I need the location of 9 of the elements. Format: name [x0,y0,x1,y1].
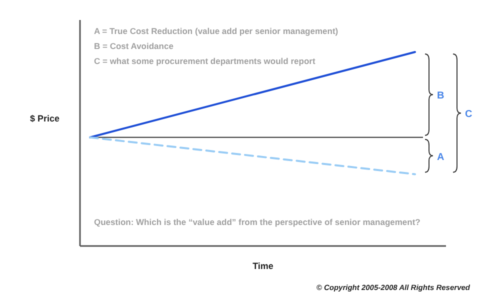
x-axis-title: Time [252,261,274,271]
annotation: B [437,90,444,102]
annotation: Question: Which is the “value add” from the perspective of senior management? [94,217,420,227]
annotation: A [437,152,444,163]
annotation: C [465,109,472,120]
annotation: C = what some procurement departments would report [94,56,316,66]
text: A = True Cost Reduction (value add per senior management) [94,26,338,36]
y-axis-title: $ Price [30,113,60,124]
text: B = Cost Avoidance [94,41,174,51]
